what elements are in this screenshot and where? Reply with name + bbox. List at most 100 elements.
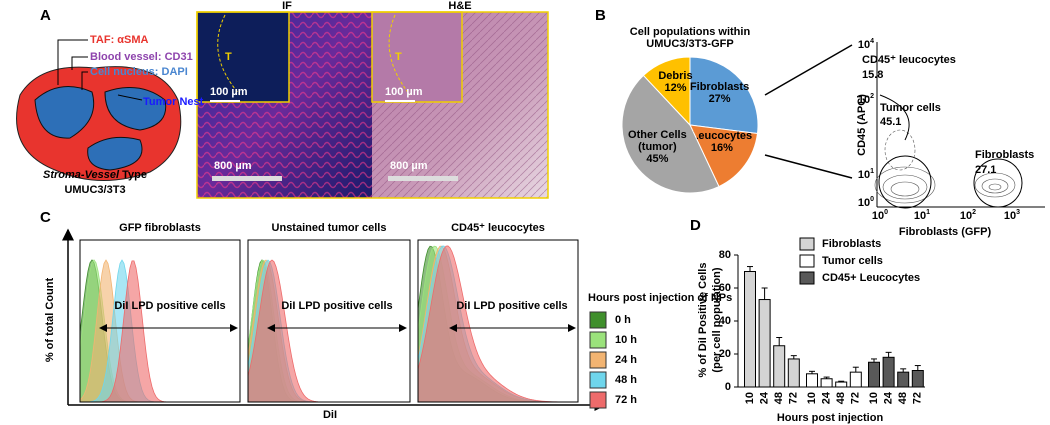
tick-base: 10	[858, 94, 870, 106]
bar	[820, 378, 833, 388]
axis-label: CD45 (APC)	[856, 94, 868, 156]
panel-label: B	[595, 7, 606, 24]
slice-category: Debris	[658, 70, 693, 83]
slice-value: 45%	[646, 153, 669, 166]
slice-label: Other Cells (tumor)45%	[625, 129, 689, 165]
x-tick-label: 48	[897, 392, 909, 404]
histograms	[79, 245, 579, 403]
histogram	[79, 259, 240, 403]
bar	[882, 356, 895, 388]
image-title: IF	[282, 0, 292, 12]
tick-base: 10	[872, 210, 884, 222]
gate-label: DiI LPD positive cells	[456, 300, 567, 312]
x-tick-label: 10	[806, 392, 818, 404]
population-name: Tumor cells	[880, 102, 941, 114]
panel-label: C	[40, 209, 51, 226]
inset-outline	[388, 14, 411, 96]
histogram	[247, 259, 410, 403]
type-label: Stroma-Vessel Type	[43, 169, 147, 181]
pie-slice	[621, 74, 720, 194]
bar	[806, 373, 818, 388]
pie-slice	[689, 124, 759, 188]
pointer	[57, 39, 88, 85]
legend-swatch	[589, 331, 607, 349]
scale-bar	[212, 176, 282, 181]
bar	[849, 371, 862, 388]
population-value: 45.1	[880, 116, 901, 128]
x-tick-label: 72	[850, 392, 862, 404]
pointer	[71, 56, 88, 70]
population-value: 15.8	[862, 69, 883, 81]
pie-slice	[642, 56, 691, 127]
tick-exp: 0	[884, 209, 888, 216]
x-tick-label: 24	[883, 391, 895, 404]
population-name: CD45⁺ leucocytes	[862, 54, 956, 66]
slice-label-text: Debris 12%	[643, 70, 707, 94]
tick-label: 101	[858, 168, 874, 181]
axis-label: Fibroblasts (GFP)	[899, 226, 992, 238]
pie-title-text: Cell populations within UMUC3/3T3-GFP	[629, 26, 751, 50]
gate-label: DiI LPD positive cells	[281, 300, 392, 312]
inset-scale: 100 µm	[385, 86, 423, 98]
legend-swatch	[589, 311, 607, 329]
inset-outline	[217, 14, 241, 96]
nest	[34, 86, 95, 139]
axis-label: % of total Count	[44, 278, 56, 363]
tick-label: 100	[858, 196, 874, 209]
y-tick-label: 40	[719, 315, 731, 327]
tick-base: 10	[858, 39, 870, 51]
tick-label: 102	[858, 93, 874, 106]
slice-label-text: Other Cells (tumor) 45%	[625, 129, 689, 165]
slice-label-text: Fibroblasts 27%	[688, 81, 752, 105]
tick-exp: 1	[926, 209, 930, 216]
tick-base: 10	[960, 210, 972, 222]
bar	[911, 370, 924, 388]
x-tick-label: 10	[868, 392, 880, 404]
tick-base: 10	[914, 210, 926, 222]
bar	[835, 381, 848, 388]
gate-label: DiI LPD positive cells	[114, 300, 225, 312]
scale-bar	[388, 176, 458, 181]
plot-title: GFP fibroblasts	[119, 222, 201, 234]
legend-text: Cell nucleus: DAPI	[90, 66, 188, 78]
x-tick-label: 24	[821, 391, 833, 404]
legend-label: Tumor cells	[822, 255, 883, 267]
model-label: UMUC3/3T3	[64, 184, 125, 196]
x-tick-label: 72	[788, 392, 800, 404]
population-name: Fibroblasts	[975, 149, 1034, 161]
plot-frame	[247, 239, 411, 403]
y-tick-label: 0	[725, 381, 731, 393]
tick-label: 104	[858, 38, 874, 51]
panel-label: A	[40, 7, 51, 24]
nest	[104, 87, 167, 131]
slice-value: 12%	[664, 82, 687, 95]
legend-swatch	[799, 254, 815, 268]
legend-swatch	[589, 391, 607, 409]
scale-label: 800 µm	[214, 160, 252, 172]
pointer	[117, 94, 143, 101]
legend-label: CD45+ Leucocytes	[822, 272, 920, 284]
bar	[897, 371, 910, 388]
legend-swatch	[799, 271, 815, 285]
bar	[758, 299, 771, 388]
slice-category: Other Cells (tumor)	[628, 129, 687, 154]
scale-bar	[210, 100, 240, 102]
bar	[744, 271, 756, 388]
tick-exp: 3	[1016, 209, 1020, 216]
connector	[764, 44, 853, 96]
legend-swatch	[589, 371, 607, 389]
legend-label: 48 h	[615, 374, 637, 386]
plot-frame	[417, 239, 579, 403]
y-tick-label: 80	[719, 249, 731, 261]
image-title: H&E	[448, 0, 471, 12]
x-tick-label: 48	[835, 392, 847, 404]
slice-category: Fibroblasts	[689, 80, 750, 93]
axis-label: Hours post injection	[777, 412, 884, 424]
inset-label: T	[395, 51, 402, 63]
y-tick-label: 20	[719, 348, 731, 360]
axis-label: % of DiI Positive Cells	[697, 263, 709, 378]
tick-exp: 0	[870, 196, 874, 203]
bar	[868, 361, 880, 388]
